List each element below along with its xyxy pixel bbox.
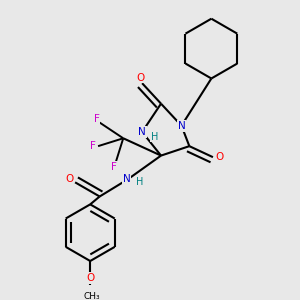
- Text: O: O: [86, 273, 94, 283]
- Text: N: N: [122, 174, 130, 184]
- Text: F: F: [94, 114, 99, 124]
- Text: N: N: [178, 121, 185, 131]
- Text: O: O: [215, 152, 224, 162]
- Text: O: O: [65, 174, 74, 184]
- Text: F: F: [111, 162, 117, 172]
- Text: O: O: [136, 73, 145, 82]
- Text: CH₃: CH₃: [83, 292, 100, 300]
- Text: F: F: [90, 141, 96, 151]
- Text: H: H: [136, 177, 144, 187]
- Text: H: H: [151, 132, 158, 142]
- Text: N: N: [138, 127, 146, 137]
